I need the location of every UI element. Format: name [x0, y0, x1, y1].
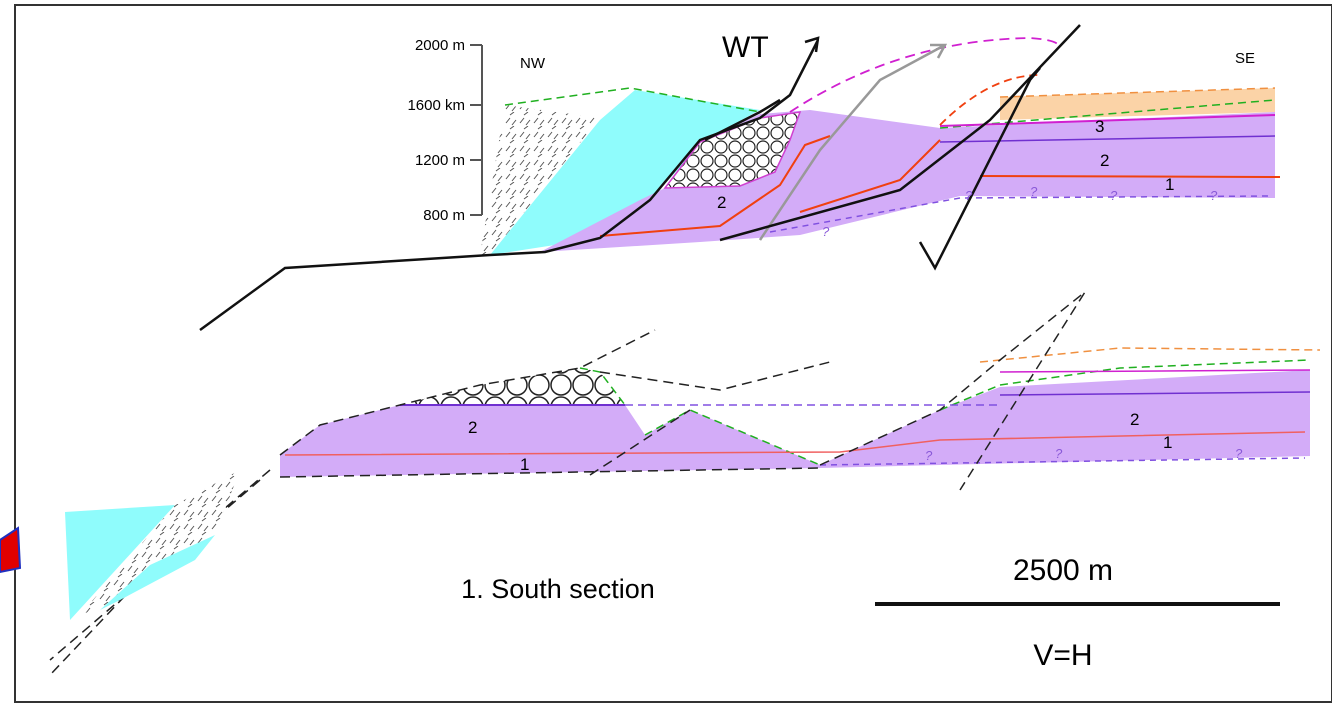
- uncertain-mark: ?: [1030, 184, 1038, 199]
- elevation-label: 1200 m: [415, 152, 465, 169]
- unit-label: 1: [1163, 433, 1172, 452]
- direction-label: NW: [520, 55, 546, 72]
- uncertain-mark: ?: [1055, 446, 1063, 461]
- fault-label: WT: [722, 31, 769, 64]
- caption: 1. South section: [461, 574, 655, 604]
- scale-length: 2500 m: [1013, 554, 1113, 587]
- uncertain-mark: ?: [1110, 188, 1118, 203]
- unit-label: 1: [1165, 175, 1174, 194]
- uncertain-mark: ?: [965, 188, 973, 203]
- upper-section: 2000 m 1600 km 1200 m 800 m NW SE WT 3 2…: [199, 24, 1281, 332]
- scale-ratio: V=H: [1033, 639, 1092, 672]
- direction-label: SE: [1235, 50, 1255, 67]
- unit-label: 2: [1130, 410, 1139, 429]
- unit-label: 2: [1100, 151, 1109, 170]
- unit-label: 3: [1095, 117, 1104, 136]
- lower-section: 2 1 2 1 ? ? ?: [49, 291, 1321, 676]
- frame: [0, 4, 1332, 703]
- uncertain-mark: ?: [822, 224, 830, 239]
- unit-label: 2: [717, 193, 726, 212]
- elevation-label: 800 m: [423, 207, 465, 224]
- elevation-label: 1600 km: [407, 97, 465, 114]
- unit-label: 2: [468, 418, 477, 437]
- elevation-label: 2000 m: [415, 37, 465, 54]
- uncertain-mark: ?: [1210, 188, 1218, 203]
- uncertain-mark: ?: [925, 448, 933, 463]
- uncertain-mark: ?: [1235, 446, 1243, 461]
- unit-label: 1: [520, 455, 529, 474]
